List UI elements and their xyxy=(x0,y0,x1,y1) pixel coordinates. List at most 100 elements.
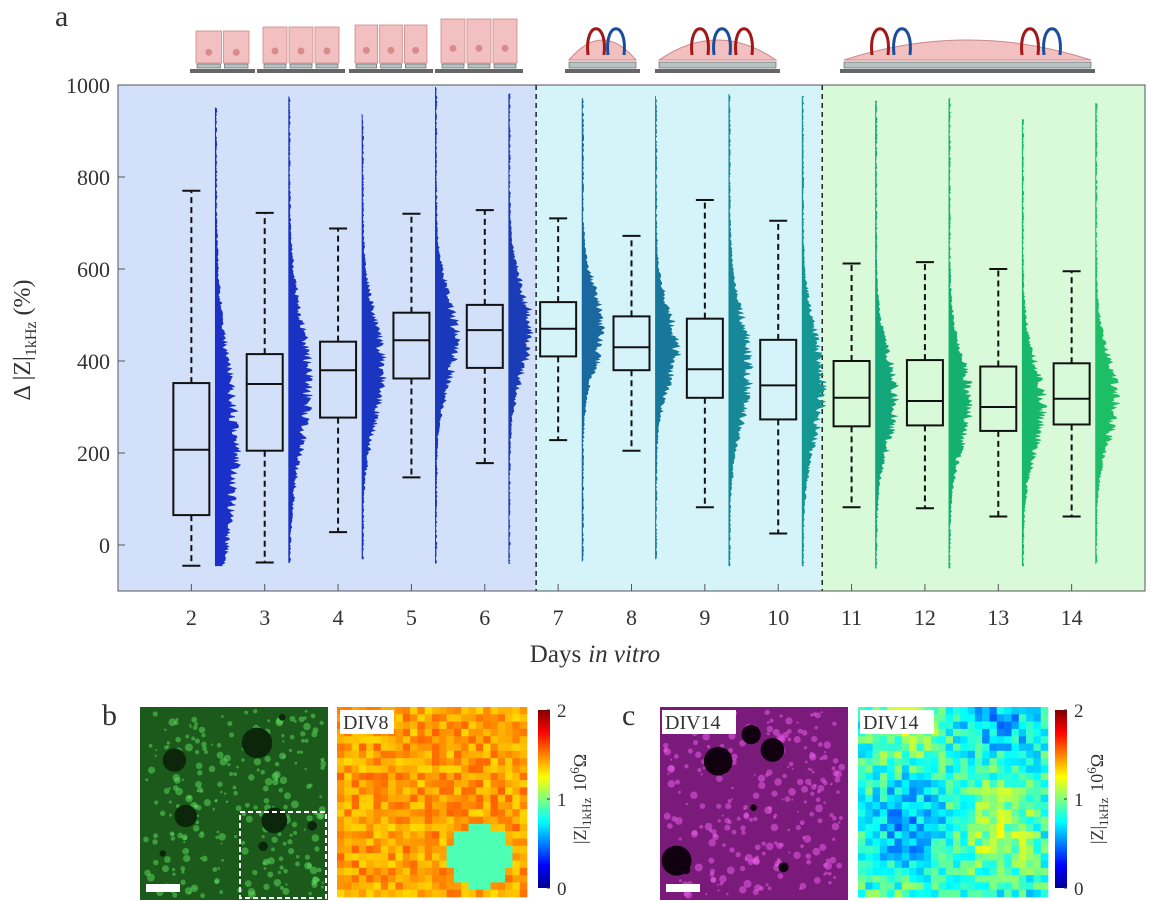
heatmap-cell xyxy=(1004,758,1012,766)
electrode xyxy=(356,64,377,68)
heatmap-cell xyxy=(520,817,528,825)
heatmap-cell xyxy=(439,839,447,847)
heatmap-cell xyxy=(1012,758,1020,766)
texture xyxy=(740,866,745,871)
heatmap-cell xyxy=(491,817,499,825)
texture xyxy=(253,709,257,713)
heatmap-cell xyxy=(1033,795,1041,803)
heatmap-cell xyxy=(476,736,484,744)
heatmap-cell xyxy=(417,853,425,861)
heatmap-cell xyxy=(410,766,418,774)
heatmap-cell xyxy=(396,861,404,869)
heatmap-cell xyxy=(432,787,440,795)
hole xyxy=(279,714,286,721)
heatmap-cell xyxy=(432,802,440,810)
heatmap-cell xyxy=(425,766,433,774)
texture xyxy=(700,803,706,809)
heatmap-cell xyxy=(454,787,462,795)
texture xyxy=(765,883,768,886)
electrode xyxy=(381,64,402,68)
heatmap-cell xyxy=(374,744,382,752)
heatmap-cell xyxy=(461,875,469,883)
heatmap-cell xyxy=(975,773,983,781)
heatmap-cell xyxy=(469,729,477,737)
heatmap-cell xyxy=(388,758,396,766)
heatmap-cell xyxy=(931,744,939,752)
texture xyxy=(787,829,790,832)
heatmap-cell xyxy=(880,846,888,854)
texture xyxy=(221,715,224,718)
heatmap-cell xyxy=(895,875,903,883)
heatmap-cell xyxy=(417,787,425,795)
colorbar-label-part: |Z| xyxy=(1087,826,1107,844)
heatmap-cell xyxy=(865,751,873,759)
heatmap-cell xyxy=(1026,853,1034,861)
heatmap-cell xyxy=(425,817,433,825)
heatmap-cell xyxy=(476,846,484,854)
texture xyxy=(686,803,689,806)
texture xyxy=(167,741,170,744)
heatmap-cell xyxy=(352,780,360,788)
heatmap-cell xyxy=(909,780,917,788)
texture xyxy=(796,721,798,723)
heatmap-cell xyxy=(909,802,917,810)
heatmap-cell xyxy=(917,795,925,803)
heatmap-cell xyxy=(454,809,462,817)
heatmap-cell xyxy=(476,787,484,795)
texture xyxy=(312,877,319,884)
heatmap-cell xyxy=(1012,729,1020,737)
heatmap-cell xyxy=(1033,729,1041,737)
texture xyxy=(236,805,242,811)
texture xyxy=(664,813,671,820)
heatmap-cell xyxy=(520,758,528,766)
heatmap-cell xyxy=(902,875,910,883)
heatmap-cell xyxy=(997,861,1005,869)
heatmap-cell xyxy=(858,824,866,832)
x-tick-label: 12 xyxy=(914,605,936,630)
texture xyxy=(809,812,814,817)
heatmap-cell xyxy=(953,714,961,722)
heatmap-cell xyxy=(1004,868,1012,876)
heatmap-cell xyxy=(491,846,499,854)
texture xyxy=(191,717,197,723)
heatmap-cell xyxy=(498,824,506,832)
texture xyxy=(172,868,175,871)
heatmap-cell xyxy=(410,751,418,759)
heatmap-cell xyxy=(410,875,418,883)
heatmap-cell xyxy=(483,714,491,722)
texture xyxy=(716,775,723,782)
heatmap-cell xyxy=(396,729,404,737)
heatmap-cell xyxy=(1026,707,1034,715)
heatmap-cell xyxy=(344,795,352,803)
heatmap-cell xyxy=(917,839,925,847)
heatmap-cell xyxy=(505,744,513,752)
heatmap-cell xyxy=(997,707,1005,715)
heatmap-cell xyxy=(1012,875,1020,883)
heatmap-cell xyxy=(505,868,513,876)
heatmap-cell xyxy=(469,824,477,832)
heatmap-cell xyxy=(960,882,968,890)
heatmap-cell xyxy=(931,861,939,869)
texture xyxy=(785,796,791,802)
texture xyxy=(767,732,770,735)
heatmap-cell xyxy=(1004,766,1012,774)
texture xyxy=(801,786,808,793)
heatmap-cell xyxy=(381,780,389,788)
heatmap-cell xyxy=(968,758,976,766)
texture xyxy=(768,886,772,890)
heatmap-cell xyxy=(917,831,925,839)
heatmap-cell xyxy=(520,780,528,788)
heatmap-cell xyxy=(1019,766,1027,774)
heatmap-cell xyxy=(410,795,418,803)
heatmap-cell xyxy=(483,787,491,795)
texture xyxy=(823,781,828,786)
heatmap-cell xyxy=(512,751,520,759)
heatmap-cell xyxy=(520,861,528,869)
heatmap-cell xyxy=(895,817,903,825)
heatmap-cell xyxy=(953,875,961,883)
y-tick-label: 1000 xyxy=(66,73,110,98)
heatmap-cell xyxy=(1012,846,1020,854)
heatmap-cell xyxy=(1019,758,1027,766)
heatmap-cell xyxy=(374,882,382,890)
substrate xyxy=(435,69,523,73)
